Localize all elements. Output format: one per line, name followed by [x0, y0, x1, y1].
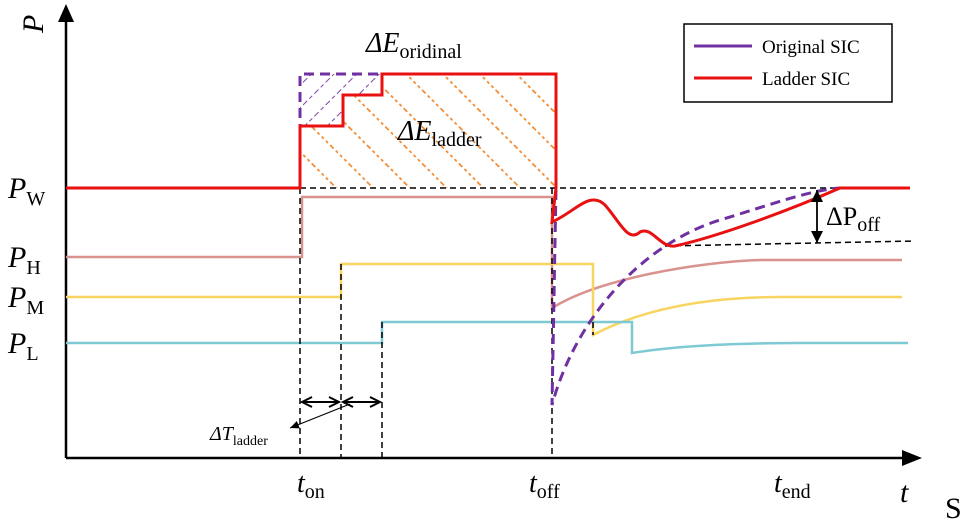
x-axis-label: t [900, 476, 909, 509]
x-axis-arrow [902, 450, 922, 466]
ladder-sic-line [66, 72, 910, 248]
time-labels: ton toff tend [297, 468, 811, 503]
delta-e-ladder-region [300, 74, 556, 188]
label-p-w: PW [7, 172, 45, 210]
legend-label-ladder: Ladder SIC [762, 69, 850, 90]
corner-label: S [945, 492, 962, 525]
label-t-end: tend [774, 468, 811, 503]
original-sic-curve [66, 72, 910, 406]
delta-p-off-arrow-bottom [811, 231, 823, 243]
label-p-l: PL [7, 327, 39, 365]
axes [58, 4, 922, 466]
delta-p-off-arrow-top [811, 190, 823, 202]
legend-label-original: Original SIC [762, 37, 860, 58]
p-m-curve [66, 262, 902, 338]
component-curves [66, 195, 908, 355]
delta-t-arrow-2-right [369, 396, 383, 408]
label-delta-t-ladder: ΔTladder [209, 423, 268, 449]
original-sic-line [66, 72, 910, 406]
y-axis-arrow [58, 4, 74, 22]
label-p-h: PH [7, 241, 41, 279]
ladder-settle-line [664, 240, 916, 247]
delta-p-off-indicator [811, 190, 823, 243]
label-delta-e-original: ΔEoridinal [365, 28, 462, 63]
label-p-m: PM [7, 281, 44, 319]
delta-t-arrow-1-right [328, 396, 342, 408]
y-axis-label: P [17, 15, 50, 34]
delta-e-original-region [300, 74, 382, 126]
label-t-off: toff [529, 468, 560, 503]
power-level-labels: PW PH PM PL [7, 172, 45, 365]
energy-regions [300, 74, 556, 188]
ladder-sic-curve [66, 72, 910, 248]
legend-box [683, 23, 893, 103]
delta-t-ladder-indicator [289, 396, 383, 429]
p-l-curve [66, 320, 908, 355]
delta-t-arrow-1-left [299, 396, 313, 408]
label-t-on: ton [297, 468, 325, 503]
label-delta-e-ladder: ΔEladder [397, 116, 482, 151]
legend: Original SIC Ladder SIC [683, 23, 893, 103]
guide-lines [299, 187, 916, 458]
delta-t-arrow-2-left [340, 396, 354, 408]
delta-t-pointer [289, 403, 351, 429]
label-delta-p-off: ΔPoff [826, 202, 880, 236]
